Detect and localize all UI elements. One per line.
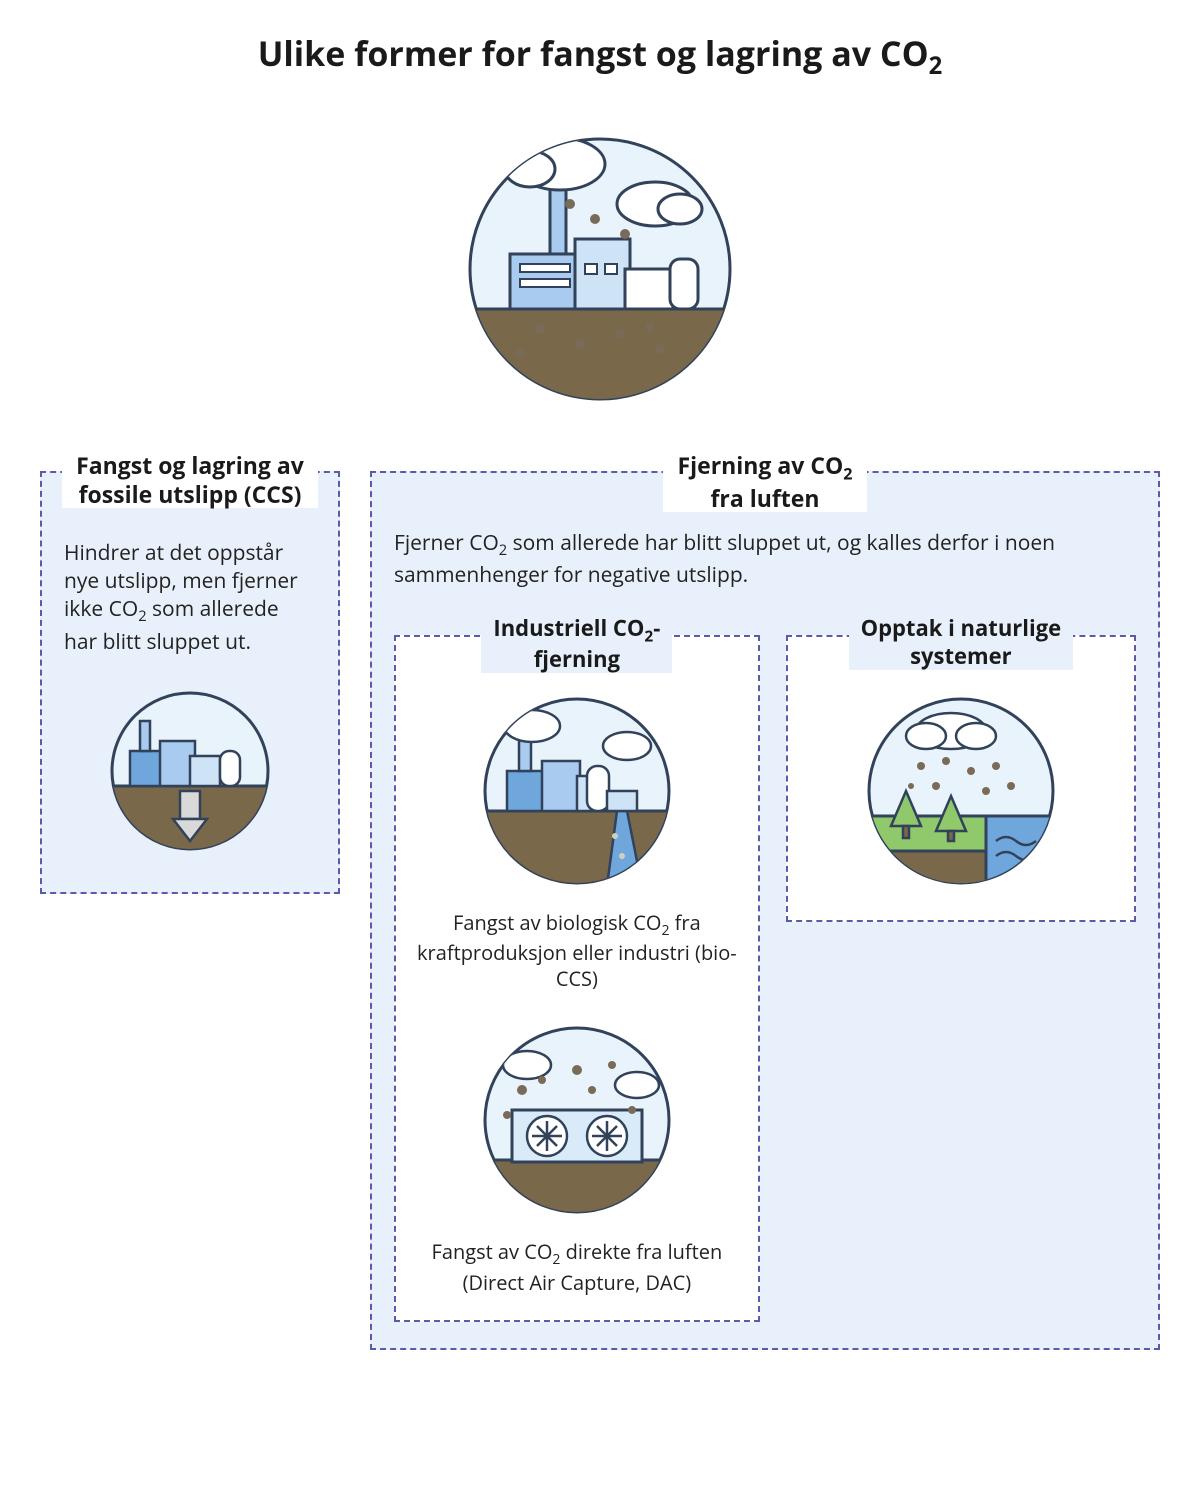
dac-icon: [477, 1020, 677, 1220]
natural-systems-title: Opptak i naturligesystemer: [849, 615, 1074, 670]
natural-systems-body: [806, 691, 1116, 896]
removal-panel-title: Fjerning av CO2fra luften: [663, 451, 866, 512]
industrial-removal-panel: Industriell CO2-fjerning: [394, 635, 760, 1321]
bio-ccs-caption: Fangst av biologisk CO2 fra kraftproduks…: [414, 910, 740, 992]
page-title: Ulike former for fangst og lagring av CO…: [40, 30, 1160, 81]
columns: Fangst og lagring avfossile utslipp (CCS…: [40, 449, 1160, 1350]
bio-ccs-icon: [477, 691, 677, 891]
sub-columns: Industriell CO2-fjerning: [394, 613, 1136, 1321]
natural-systems-panel: Opptak i naturligesystemer: [786, 635, 1136, 922]
left-column: Fangst og lagring avfossile utslipp (CCS…: [40, 449, 340, 894]
industrial-removal-title: Industriell CO2-fjerning: [481, 615, 672, 673]
ccs-panel-text: Hindrer at det oppstår nye utslipp, men …: [64, 539, 316, 656]
ccs-panel: Fangst og lagring avfossile utslipp (CCS…: [40, 471, 340, 894]
ccs-storage-icon: [105, 686, 275, 856]
dac-caption: Fangst av CO2 direkte fra luften (Direct…: [414, 1239, 740, 1295]
ccs-icon-wrap: [64, 686, 316, 856]
industrial-removal-body: Fangst av biologisk CO2 fra kraftproduks…: [414, 691, 740, 1295]
natural-uptake-icon: [861, 691, 1061, 891]
removal-panel-text: Fjerner CO2 som allerede har blitt slupp…: [394, 529, 1136, 589]
factory-emissions-icon: [450, 109, 750, 409]
removal-panel: Fjerning av CO2fra luften Fjerner CO2 so…: [370, 471, 1160, 1350]
ccs-panel-title: Fangst og lagring avfossile utslipp (CCS…: [62, 451, 318, 509]
hero-icon-wrap: [40, 109, 1160, 409]
infographic-page: Ulike former for fangst og lagring av CO…: [0, 0, 1200, 1390]
right-column: Fjerning av CO2fra luften Fjerner CO2 so…: [370, 449, 1160, 1350]
